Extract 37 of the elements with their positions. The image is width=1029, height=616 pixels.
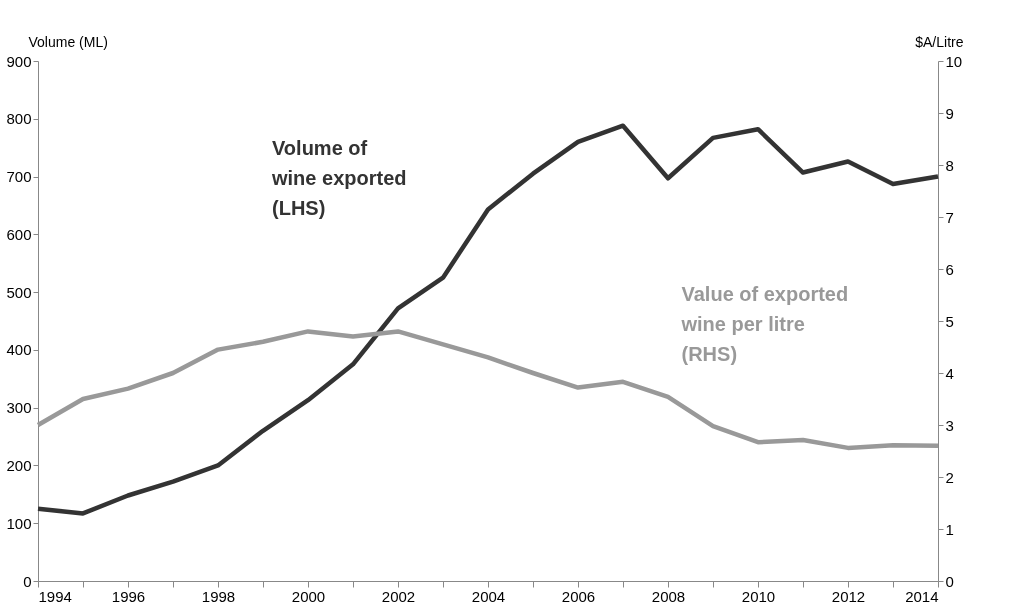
y2-tick-label: 3 <box>945 416 954 434</box>
y-tick-label: 600 <box>6 225 32 243</box>
y2-tick-label: 0 <box>945 572 954 590</box>
x-tick-label: 1998 <box>201 587 236 605</box>
y2-tick-label: 7 <box>945 208 954 226</box>
x-tick-label: 2000 <box>291 587 326 605</box>
y-tick-label: 300 <box>6 399 32 417</box>
y2-axis-title: $A/Litre <box>915 33 964 50</box>
line-series <box>35 123 941 516</box>
y-tick-label: 700 <box>6 168 32 186</box>
y2-tick-label: 9 <box>945 104 954 122</box>
y-tick-label: 400 <box>6 341 32 359</box>
y-tick-label: 500 <box>6 283 32 301</box>
y-tick-label: 800 <box>6 110 32 128</box>
y-tick-label: 900 <box>6 52 32 70</box>
x-tick-label: 2006 <box>561 587 596 605</box>
y-axis-title: Volume (ML) <box>28 33 108 50</box>
x-tick-label: 1996 <box>111 587 146 605</box>
y-tick-label: 0 <box>23 572 32 590</box>
y-tick-label: 100 <box>6 514 32 532</box>
x-tick-label: 2010 <box>741 587 776 605</box>
x-tick-label: 2008 <box>651 587 686 605</box>
y2-tick-label: 4 <box>945 364 954 382</box>
x-tick-label: 2014 <box>905 587 939 605</box>
y2-tick-label: 2 <box>945 468 954 486</box>
x-tick-label: 2004 <box>471 587 506 605</box>
y2-tick-label: 1 <box>945 520 954 538</box>
text: Volume of wine exported (LHS) <box>271 137 407 219</box>
x-tick-label: 2012 <box>831 587 866 605</box>
x-tick-label: 1994 <box>38 587 72 605</box>
y2-tick-label: 6 <box>945 260 954 278</box>
y-tick-label: 200 <box>6 456 32 474</box>
x-tick-label: 2002 <box>381 587 416 605</box>
series-label: Value of exported wine per litre (RHS) <box>680 282 849 365</box>
y2-tick-label: 8 <box>945 156 954 174</box>
y2-tick-label: 5 <box>945 312 954 330</box>
y2-tick-label: 10 <box>945 52 963 70</box>
